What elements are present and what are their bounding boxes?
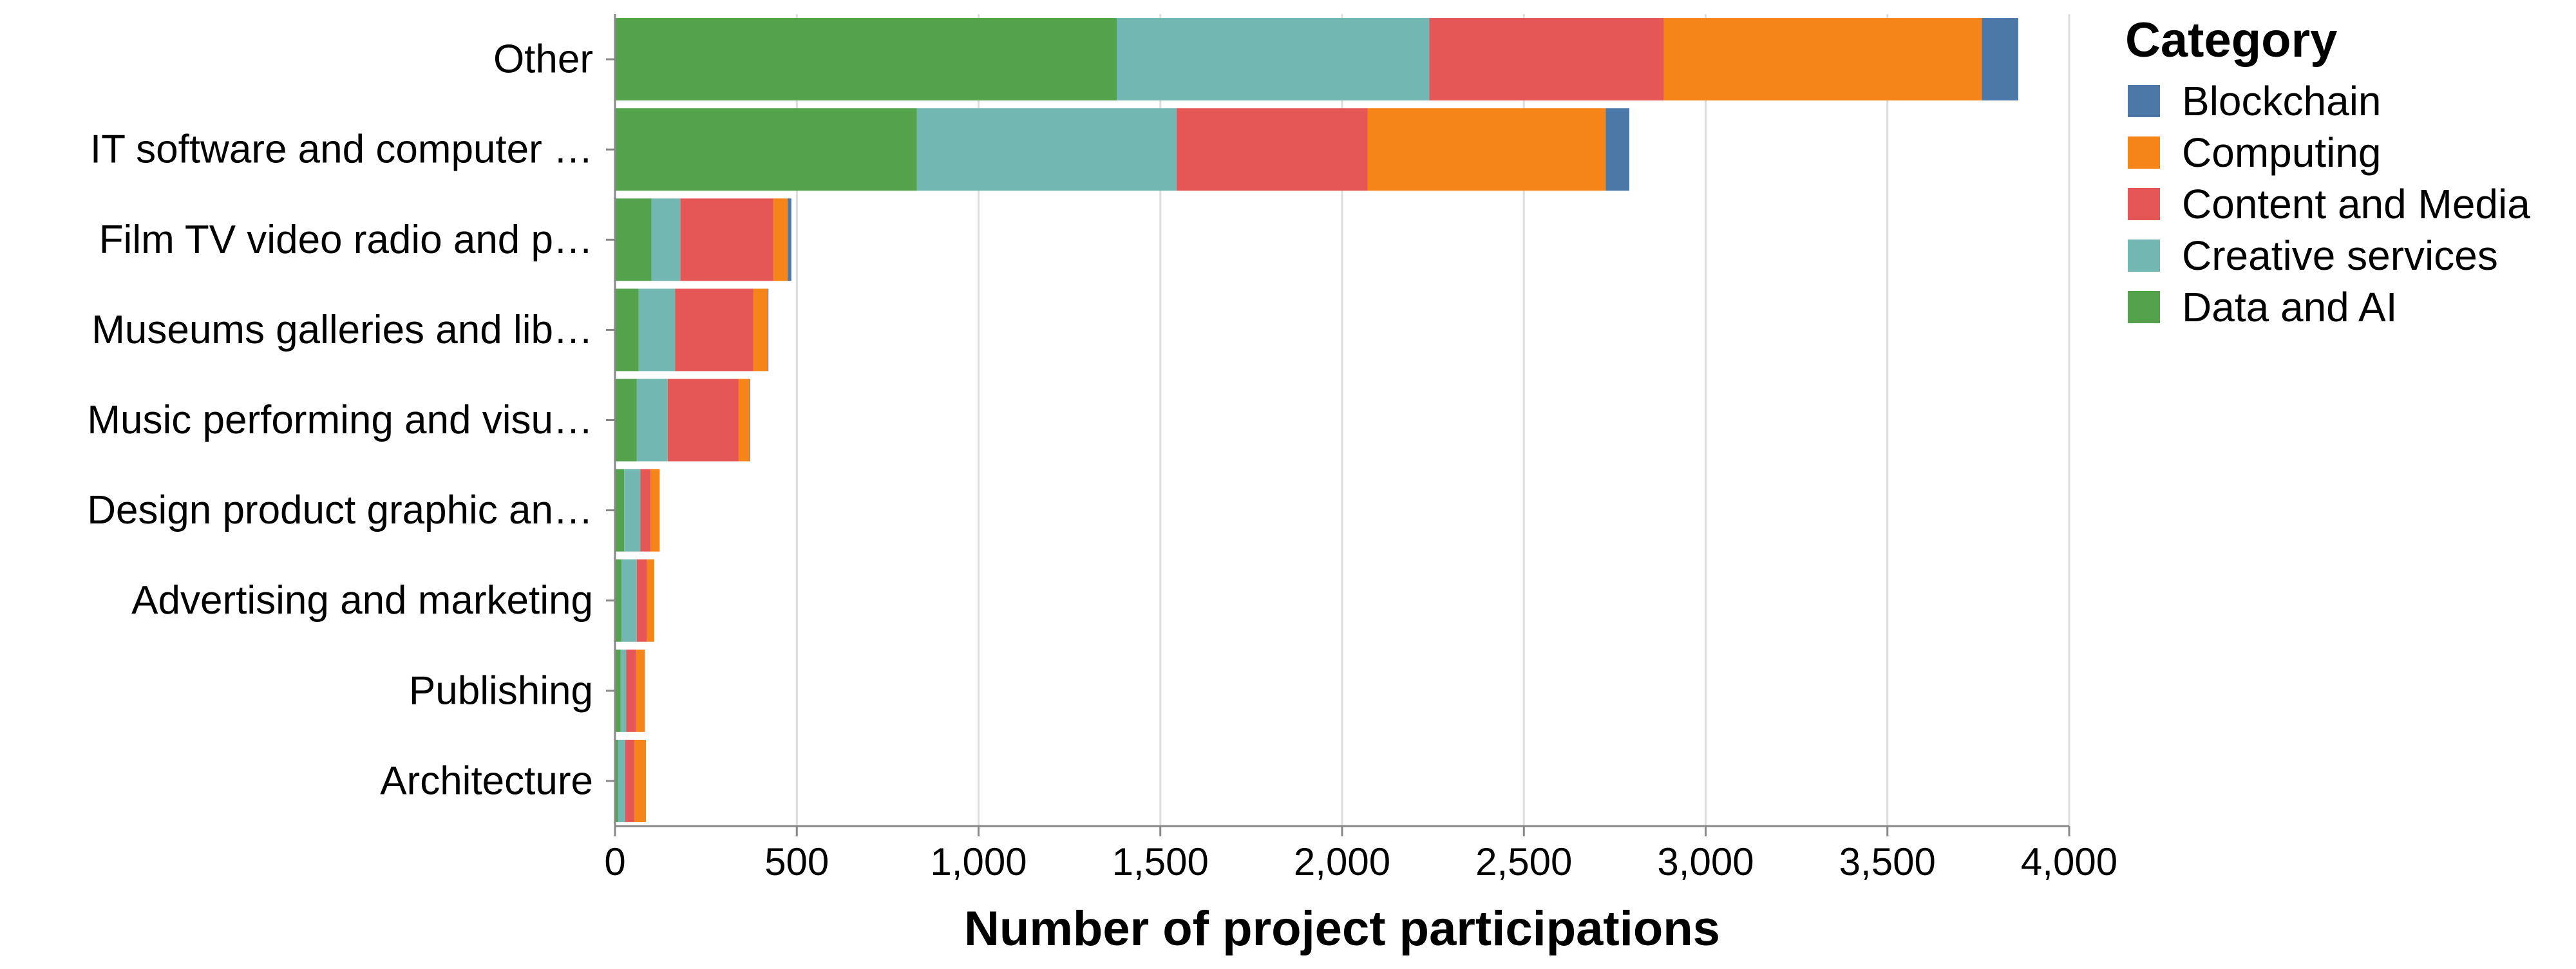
x-tick-label-3500: 3,500	[1839, 840, 1936, 883]
bar-creative-services-film-tv-video-radio-and-p	[651, 198, 681, 281]
bar-content-and-media-it-software-and-computer	[1177, 108, 1368, 191]
bar-creative-services-architecture	[618, 739, 625, 822]
bar-data-and-ai-it-software-and-computer	[615, 108, 917, 191]
bar-creative-services-other	[1117, 18, 1430, 101]
legend-label-content-and-media: Content and Media	[2182, 181, 2530, 227]
bar-data-and-ai-design-product-graphic-an	[615, 469, 625, 552]
x-tick-label-0: 0	[604, 840, 625, 883]
bar-computing-advertising-and-marketing	[647, 559, 654, 642]
bar-data-and-ai-music-performing-and-visu	[615, 379, 637, 462]
legend-swatch-creative-services	[2128, 240, 2160, 272]
x-axis-title: Number of project participations	[964, 901, 1720, 956]
legend-swatch-computing	[2128, 136, 2160, 169]
bar-computing-other	[1663, 18, 1982, 101]
bar-data-and-ai-advertising-and-marketing	[615, 559, 622, 642]
bar-content-and-media-film-tv-video-radio-and-p	[680, 198, 773, 281]
x-tick-label-3000: 3,000	[1657, 840, 1754, 883]
bar-blockchain-it-software-and-computer	[1605, 108, 1629, 191]
category-label-music-performing-and-visu: Music performing and visu…	[87, 398, 593, 442]
x-tick-label-2500: 2,500	[1475, 840, 1572, 883]
category-label-museums-galleries-and-lib: Museums galleries and lib…	[91, 308, 593, 352]
category-label-publishing: Publishing	[409, 668, 593, 713]
category-labels: Other IT software and computer … Film TV v…	[87, 37, 615, 803]
bar-creative-services-music-performing-and-visu	[636, 379, 668, 462]
bar-creative-services-publishing	[620, 649, 627, 732]
x-tick-label-500: 500	[764, 840, 829, 883]
bar-content-and-media-publishing	[626, 649, 636, 732]
legend-label-creative-services: Creative services	[2182, 232, 2498, 279]
bar-content-and-media-design-product-graphic-an	[640, 469, 651, 552]
bar-data-and-ai-other	[615, 18, 1117, 101]
legend-label-data-and-ai: Data and AI	[2182, 284, 2397, 330]
x-tick-label-2000: 2,000	[1294, 840, 1390, 883]
bar-content-and-media-museums-galleries-and-lib	[675, 288, 753, 372]
bar-data-and-ai-publishing	[615, 649, 621, 732]
legend: Category Blockchain Computing Content and …	[2125, 13, 2530, 330]
legend-swatch-blockchain	[2128, 85, 2160, 117]
bar-data-and-ai-film-tv-video-radio-and-p	[615, 198, 652, 281]
x-tick-label-4000: 4,000	[2021, 840, 2117, 883]
category-label-film-tv-video-radio-and-p: Film TV video radio and p…	[99, 218, 593, 262]
legend-label-blockchain: Blockchain	[2182, 78, 2382, 124]
bar-creative-services-design-product-graphic-an	[624, 469, 641, 552]
bar-computing-design-product-graphic-an	[650, 469, 660, 552]
bar-creative-services-museums-galleries-and-lib	[638, 288, 676, 372]
x-tick-label-1000: 1,000	[930, 840, 1027, 883]
legend-title: Category	[2125, 13, 2337, 68]
bar-creative-services-it-software-and-computer	[916, 108, 1177, 191]
x-tick-labels: 0 500 1,000 1,500 2,000 2,500 3,000 3,500 4,000	[604, 826, 2117, 883]
bar-content-and-media-architecture	[625, 739, 634, 822]
legend-swatch-data-and-ai	[2128, 291, 2160, 323]
legend-label-computing: Computing	[2182, 129, 2382, 176]
bar-computing-museums-galleries-and-lib	[753, 288, 768, 372]
bar-computing-architecture	[634, 739, 646, 822]
bar-data-and-ai-museums-galleries-and-lib	[615, 288, 639, 372]
category-label-architecture: Architecture	[380, 758, 593, 803]
bars	[615, 18, 2018, 822]
bar-content-and-media-music-performing-and-visu	[667, 379, 739, 462]
bar-content-and-media-advertising-and-marketing	[636, 559, 647, 642]
category-label-advertising-and-marketing: Advertising and marketing	[131, 578, 593, 623]
bar-computing-publishing	[636, 649, 645, 732]
category-label-it-software-and-computer: IT software and computer …	[90, 127, 593, 172]
bar-computing-film-tv-video-radio-and-p	[773, 198, 788, 281]
category-label-other: Other	[493, 37, 593, 82]
bar-blockchain-film-tv-video-radio-and-p	[788, 198, 791, 281]
bar-computing-it-software-and-computer	[1367, 108, 1606, 191]
bar-creative-services-advertising-and-marketing	[621, 559, 637, 642]
x-tick-label-1500: 1,500	[1112, 840, 1209, 883]
bar-data-and-ai-architecture	[615, 739, 618, 822]
bar-blockchain-other	[1982, 18, 2018, 101]
bar-content-and-media-other	[1429, 18, 1664, 101]
bar-computing-music-performing-and-visu	[738, 379, 750, 462]
category-label-design-product-graphic-an: Design product graphic an…	[87, 488, 593, 532]
legend-swatch-content-and-media	[2128, 188, 2160, 220]
